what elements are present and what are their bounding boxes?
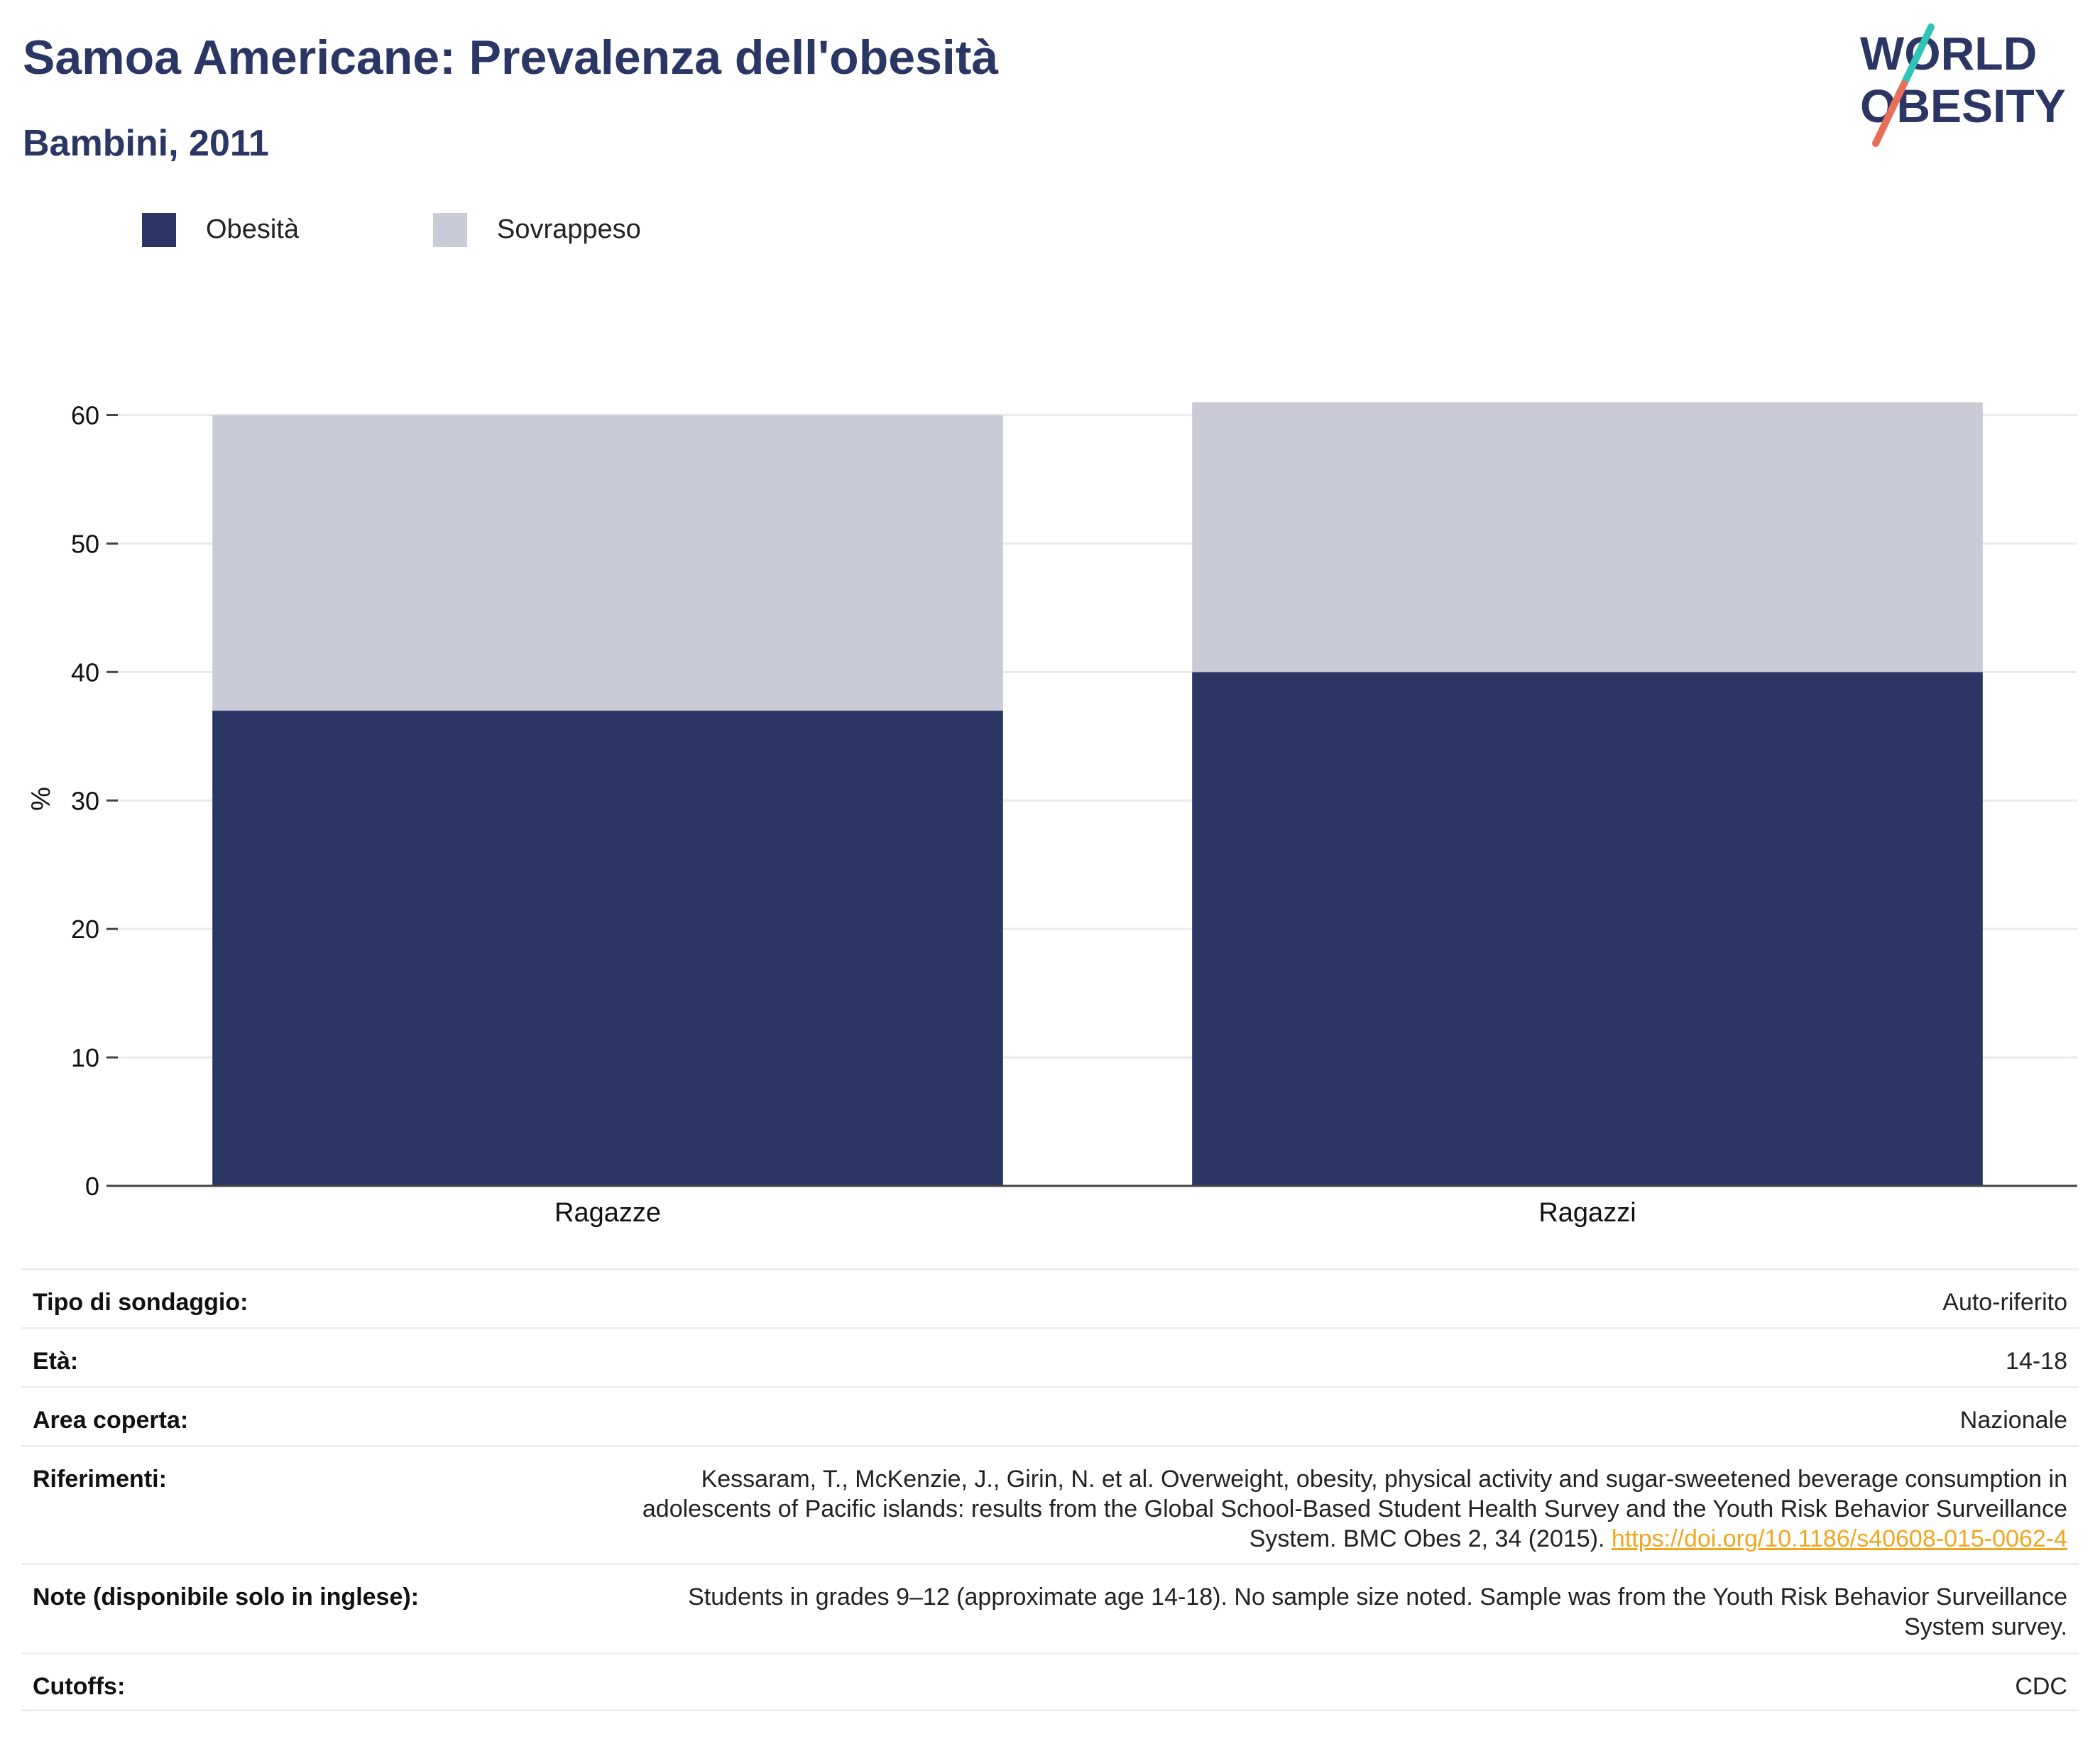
info-row-age: Età: 14-18 <box>21 1327 2079 1386</box>
info-key: Cutoffs: <box>33 1673 126 1700</box>
bar-overweight-ragazze <box>212 415 1003 711</box>
y-axis-title: % <box>26 787 56 811</box>
x-tick-label: Ragazzi <box>1538 1198 1636 1228</box>
bar-overweight-ragazzi <box>1192 402 1983 672</box>
info-row-notes: Note (disponibile solo in inglese): Stud… <box>21 1563 2079 1652</box>
legend-swatch-overweight <box>433 213 467 247</box>
info-value: Auto-riferito <box>1942 1289 2067 1316</box>
y-tick-label: 0 <box>85 1172 99 1201</box>
info-value: 14-18 <box>2006 1348 2067 1375</box>
info-key: Tipo di sondaggio: <box>33 1289 248 1316</box>
y-tick-label: 30 <box>71 786 99 815</box>
info-value: Students in grades 9–12 (approximate age… <box>688 1584 2067 1640</box>
bar-obesity-ragazze <box>212 710 1003 1186</box>
info-key: Area coperta: <box>33 1407 189 1434</box>
bar-obesity-ragazzi <box>1192 672 1983 1186</box>
info-key: Note (disponibile solo in inglese): <box>33 1584 420 1611</box>
chart-subtitle: Bambini, 2011 <box>23 123 269 164</box>
info-value: Nazionale <box>1959 1407 2067 1434</box>
info-row-references: Riferimenti: Kessaram, T., McKenzie, J.,… <box>21 1445 2079 1563</box>
world-obesity-logo: WORLD OBESITY <box>1860 23 2066 147</box>
reference-text: Kessaram, T., McKenzie, J., Girin, N. et… <box>642 1466 2067 1552</box>
y-tick-label: 10 <box>71 1043 99 1072</box>
legend-label-overweight: Sovrappeso <box>497 214 641 244</box>
y-tick-label: 60 <box>71 401 99 430</box>
info-row-area: Area coperta: Nazionale <box>21 1386 2079 1445</box>
chart-title: Samoa Americane: Prevalenza dell'obesità <box>23 31 999 85</box>
y-tick-label: 20 <box>71 915 99 944</box>
logo-slash-coral <box>1872 80 1908 147</box>
info-key: Riferimenti: <box>33 1466 167 1493</box>
info-row-survey-type: Tipo di sondaggio: Auto-riferito <box>21 1268 2079 1327</box>
info-key: Età: <box>33 1348 79 1375</box>
info-table: Tipo di sondaggio: Auto-riferito Età: 14… <box>21 1268 2079 1711</box>
stacked-bar-chart: 0 10 20 30 40 50 60% Ragazze Ragazzi <box>26 401 2077 1228</box>
logo-text-world: WORLD <box>1860 27 2037 80</box>
legend-label-obesity: Obesità <box>206 214 299 244</box>
y-tick-label: 40 <box>71 658 99 687</box>
info-value: CDC <box>2015 1673 2067 1700</box>
x-tick-label: Ragazze <box>554 1198 661 1228</box>
legend-swatch-obesity <box>142 213 176 247</box>
info-value-references: Kessaram, T., McKenzie, J., Girin, N. et… <box>591 1464 2067 1554</box>
y-tick-label: 50 <box>71 529 99 558</box>
reference-doi-link[interactable]: https://doi.org/10.1186/s40608-015-0062-… <box>1611 1525 2067 1552</box>
info-row-cutoffs: Cutoffs: CDC <box>21 1652 2079 1711</box>
logo-slash-teal <box>1901 23 1935 87</box>
